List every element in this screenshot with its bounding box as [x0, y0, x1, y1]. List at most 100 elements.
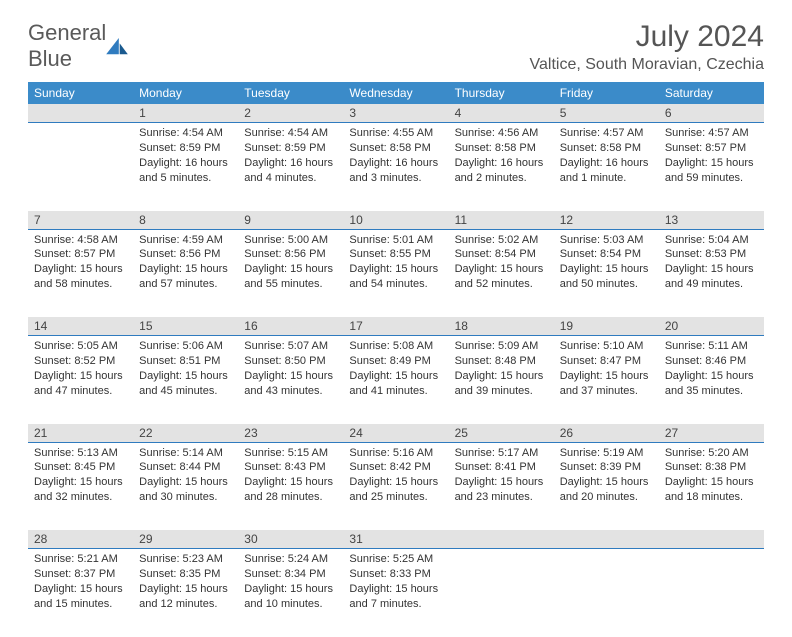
sunset-text: Sunset: 8:57 PM — [665, 141, 758, 156]
day-cell: Sunrise: 5:21 AMSunset: 8:37 PMDaylight:… — [28, 549, 133, 637]
day2-text: and 57 minutes. — [139, 277, 232, 292]
day2-text: and 3 minutes. — [349, 171, 442, 186]
day-number: 8 — [133, 211, 238, 230]
sunrise-text: Sunrise: 5:11 AM — [665, 339, 758, 354]
day-cell: Sunrise: 5:01 AMSunset: 8:55 PMDaylight:… — [343, 229, 448, 317]
day2-text: and 28 minutes. — [244, 490, 337, 505]
day-detail-row: Sunrise: 4:54 AMSunset: 8:59 PMDaylight:… — [28, 123, 764, 211]
day1-text: Daylight: 15 hours — [139, 369, 232, 384]
day-cell: Sunrise: 4:59 AMSunset: 8:56 PMDaylight:… — [133, 229, 238, 317]
day-number: 6 — [659, 104, 764, 123]
day1-text: Daylight: 15 hours — [349, 369, 442, 384]
day-cell — [28, 123, 133, 211]
month-title: July 2024 — [530, 20, 764, 54]
day-number — [28, 104, 133, 123]
sunset-text: Sunset: 8:50 PM — [244, 354, 337, 369]
day2-text: and 20 minutes. — [560, 490, 653, 505]
sunset-text: Sunset: 8:48 PM — [455, 354, 548, 369]
weekday-header: Sunday — [28, 82, 133, 104]
sunset-text: Sunset: 8:37 PM — [34, 567, 127, 582]
sunset-text: Sunset: 8:56 PM — [244, 247, 337, 262]
sunset-text: Sunset: 8:44 PM — [139, 460, 232, 475]
sunrise-text: Sunrise: 5:23 AM — [139, 552, 232, 567]
day-cell: Sunrise: 5:06 AMSunset: 8:51 PMDaylight:… — [133, 336, 238, 424]
day-cell: Sunrise: 5:20 AMSunset: 8:38 PMDaylight:… — [659, 442, 764, 530]
day-number — [659, 530, 764, 549]
day-number — [554, 530, 659, 549]
day-detail-row: Sunrise: 5:21 AMSunset: 8:37 PMDaylight:… — [28, 549, 764, 637]
sunrise-text: Sunrise: 4:54 AM — [139, 126, 232, 141]
day-number: 26 — [554, 424, 659, 443]
day-number: 9 — [238, 211, 343, 230]
sunrise-text: Sunrise: 5:01 AM — [349, 233, 442, 248]
sunrise-text: Sunrise: 5:05 AM — [34, 339, 127, 354]
day-cell — [659, 549, 764, 637]
sunrise-text: Sunrise: 4:59 AM — [139, 233, 232, 248]
sunrise-text: Sunrise: 4:58 AM — [34, 233, 127, 248]
day1-text: Daylight: 15 hours — [455, 369, 548, 384]
sunset-text: Sunset: 8:57 PM — [34, 247, 127, 262]
day-number: 27 — [659, 424, 764, 443]
day-number: 31 — [343, 530, 448, 549]
day1-text: Daylight: 15 hours — [244, 369, 337, 384]
day-number: 3 — [343, 104, 448, 123]
day-number-row: 78910111213 — [28, 211, 764, 230]
sunset-text: Sunset: 8:55 PM — [349, 247, 442, 262]
day-number: 24 — [343, 424, 448, 443]
day-cell: Sunrise: 5:08 AMSunset: 8:49 PMDaylight:… — [343, 336, 448, 424]
sunset-text: Sunset: 8:58 PM — [349, 141, 442, 156]
day-number: 5 — [554, 104, 659, 123]
sunrise-text: Sunrise: 5:08 AM — [349, 339, 442, 354]
sunrise-text: Sunrise: 4:57 AM — [665, 126, 758, 141]
day-cell: Sunrise: 5:03 AMSunset: 8:54 PMDaylight:… — [554, 229, 659, 317]
day1-text: Daylight: 16 hours — [560, 156, 653, 171]
day2-text: and 45 minutes. — [139, 384, 232, 399]
day-number: 20 — [659, 317, 764, 336]
day1-text: Daylight: 16 hours — [139, 156, 232, 171]
day-cell: Sunrise: 5:24 AMSunset: 8:34 PMDaylight:… — [238, 549, 343, 637]
day-cell: Sunrise: 5:25 AMSunset: 8:33 PMDaylight:… — [343, 549, 448, 637]
day2-text: and 35 minutes. — [665, 384, 758, 399]
sunset-text: Sunset: 8:43 PM — [244, 460, 337, 475]
day-cell — [449, 549, 554, 637]
day-cell: Sunrise: 5:13 AMSunset: 8:45 PMDaylight:… — [28, 442, 133, 530]
day-cell: Sunrise: 5:16 AMSunset: 8:42 PMDaylight:… — [343, 442, 448, 530]
day2-text: and 12 minutes. — [139, 597, 232, 612]
logo-sail-icon — [106, 38, 128, 56]
sunset-text: Sunset: 8:54 PM — [455, 247, 548, 262]
sunset-text: Sunset: 8:45 PM — [34, 460, 127, 475]
sunset-text: Sunset: 8:58 PM — [560, 141, 653, 156]
day2-text: and 30 minutes. — [139, 490, 232, 505]
sunrise-text: Sunrise: 5:24 AM — [244, 552, 337, 567]
day2-text: and 7 minutes. — [349, 597, 442, 612]
day-cell: Sunrise: 5:17 AMSunset: 8:41 PMDaylight:… — [449, 442, 554, 530]
day1-text: Daylight: 15 hours — [665, 369, 758, 384]
day-number: 18 — [449, 317, 554, 336]
day-cell: Sunrise: 5:15 AMSunset: 8:43 PMDaylight:… — [238, 442, 343, 530]
day1-text: Daylight: 15 hours — [349, 262, 442, 277]
weekday-header: Monday — [133, 82, 238, 104]
sunset-text: Sunset: 8:39 PM — [560, 460, 653, 475]
day-number: 2 — [238, 104, 343, 123]
day2-text: and 49 minutes. — [665, 277, 758, 292]
day1-text: Daylight: 15 hours — [560, 369, 653, 384]
day-number: 10 — [343, 211, 448, 230]
day2-text: and 10 minutes. — [244, 597, 337, 612]
day-detail-row: Sunrise: 5:13 AMSunset: 8:45 PMDaylight:… — [28, 442, 764, 530]
day1-text: Daylight: 15 hours — [34, 475, 127, 490]
day-number: 7 — [28, 211, 133, 230]
day1-text: Daylight: 15 hours — [665, 262, 758, 277]
sunrise-text: Sunrise: 5:09 AM — [455, 339, 548, 354]
day1-text: Daylight: 15 hours — [244, 262, 337, 277]
day2-text: and 58 minutes. — [34, 277, 127, 292]
day-number — [449, 530, 554, 549]
sunset-text: Sunset: 8:35 PM — [139, 567, 232, 582]
day-cell: Sunrise: 5:19 AMSunset: 8:39 PMDaylight:… — [554, 442, 659, 530]
day-number: 15 — [133, 317, 238, 336]
sunset-text: Sunset: 8:46 PM — [665, 354, 758, 369]
day2-text: and 52 minutes. — [455, 277, 548, 292]
sunrise-text: Sunrise: 5:03 AM — [560, 233, 653, 248]
day2-text: and 50 minutes. — [560, 277, 653, 292]
sunrise-text: Sunrise: 5:10 AM — [560, 339, 653, 354]
day1-text: Daylight: 15 hours — [34, 582, 127, 597]
